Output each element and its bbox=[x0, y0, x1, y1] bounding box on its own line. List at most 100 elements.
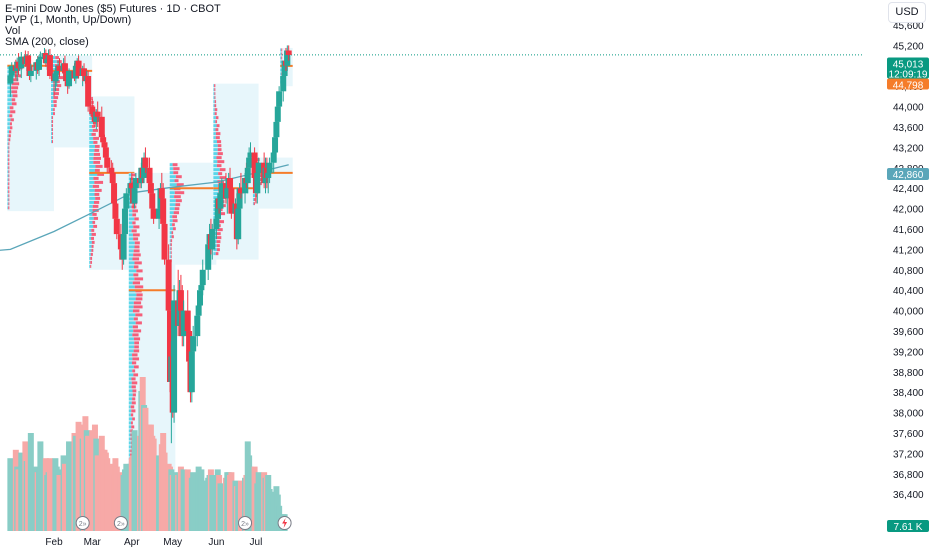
candle[interactable] bbox=[121, 203, 128, 240]
profile-bar-down bbox=[219, 168, 226, 172]
candle[interactable] bbox=[27, 63, 34, 83]
profile-bar-down bbox=[9, 126, 13, 130]
candle[interactable] bbox=[61, 55, 68, 76]
profile-bar-down bbox=[132, 369, 136, 373]
profile-bar-down bbox=[12, 94, 18, 98]
profile-bar-down bbox=[215, 136, 220, 140]
plot-area[interactable] bbox=[0, 45, 864, 531]
profile-bar-down bbox=[217, 212, 226, 216]
profile-bar-down bbox=[8, 174, 10, 178]
profile-bar-up bbox=[128, 409, 132, 413]
profile-bar-down bbox=[132, 209, 138, 213]
currency-button[interactable]: USD bbox=[888, 2, 926, 23]
candle[interactable] bbox=[132, 172, 139, 194]
candle[interactable] bbox=[228, 178, 235, 219]
candle[interactable] bbox=[218, 178, 225, 204]
candle[interactable] bbox=[171, 285, 178, 423]
lightning-icon[interactable] bbox=[277, 516, 292, 530]
profile-bar-up bbox=[89, 204, 93, 208]
candle[interactable] bbox=[75, 55, 82, 79]
candle[interactable] bbox=[98, 106, 105, 143]
candle[interactable] bbox=[142, 147, 149, 173]
candle[interactable] bbox=[188, 346, 195, 403]
candle[interactable] bbox=[160, 183, 167, 229]
profile-bar-down bbox=[8, 170, 10, 174]
profile-bar-down bbox=[218, 172, 223, 176]
indicator-sma[interactable]: SMA (200, close) bbox=[5, 36, 89, 48]
candle[interactable] bbox=[276, 86, 283, 117]
candle[interactable] bbox=[285, 45, 292, 61]
candle[interactable] bbox=[180, 300, 187, 347]
candle[interactable] bbox=[161, 203, 168, 265]
indicator-vol[interactable]: Vol bbox=[5, 25, 21, 37]
profile-bar-up bbox=[89, 160, 94, 164]
profile-bar-up bbox=[169, 163, 173, 167]
candle[interactable] bbox=[56, 58, 63, 78]
profile-bar-down bbox=[171, 235, 174, 239]
candle[interactable] bbox=[150, 193, 157, 224]
price-tick-label: 37,200 bbox=[893, 449, 924, 460]
dividend-icon[interactable]: 2» bbox=[75, 516, 90, 530]
candle[interactable] bbox=[266, 157, 273, 184]
profile-bar-down bbox=[133, 305, 143, 309]
candle[interactable] bbox=[111, 172, 118, 209]
candle[interactable] bbox=[113, 208, 120, 240]
volume-bar bbox=[85, 435, 92, 531]
candle[interactable] bbox=[104, 152, 111, 173]
time-tick-label: Apr bbox=[124, 537, 140, 548]
profile-bar-up bbox=[213, 160, 218, 164]
candle[interactable] bbox=[255, 157, 262, 184]
dividend-icon[interactable]: 2» bbox=[113, 516, 128, 530]
profile-bar-down bbox=[56, 76, 64, 80]
profile-bar-down bbox=[216, 124, 220, 128]
candle[interactable] bbox=[94, 101, 101, 128]
profile-bar-down bbox=[133, 249, 140, 253]
volume-bar bbox=[190, 472, 197, 531]
profile-bar-down bbox=[131, 377, 136, 381]
candle[interactable] bbox=[46, 48, 53, 80]
profile-bar-down bbox=[132, 309, 140, 313]
profile-bar-down bbox=[9, 130, 12, 134]
candle[interactable] bbox=[209, 223, 216, 260]
candle[interactable] bbox=[224, 183, 231, 214]
profile-bar-up bbox=[7, 118, 11, 122]
candle[interactable] bbox=[247, 142, 254, 168]
candle[interactable] bbox=[254, 167, 261, 204]
candle[interactable] bbox=[18, 52, 25, 79]
candle[interactable] bbox=[120, 229, 127, 265]
symbol-title[interactable]: E-mini Dow Jones ($5) Futures · 1D · CBO… bbox=[5, 3, 221, 15]
time-axis[interactable]: Feb Mar Apr May Jun Jul bbox=[45, 537, 262, 548]
time-tick-label: Jul bbox=[250, 537, 263, 548]
profile-bar-down bbox=[8, 182, 10, 186]
candle[interactable] bbox=[66, 68, 73, 89]
profile-bar-up bbox=[169, 191, 175, 195]
candle[interactable] bbox=[177, 274, 184, 316]
profile-bar-up bbox=[128, 261, 135, 265]
indicator-pvp[interactable]: PVP (1, Month, Up/Down) bbox=[5, 14, 132, 26]
profile-bar-up bbox=[280, 56, 282, 60]
candle[interactable] bbox=[37, 51, 44, 66]
candle[interactable] bbox=[190, 325, 197, 362]
profile-bar-up bbox=[89, 208, 93, 212]
profile-bar-up bbox=[213, 228, 218, 232]
profile-bar-down bbox=[53, 104, 57, 108]
candle[interactable] bbox=[284, 45, 291, 71]
profile-bar-up bbox=[128, 217, 135, 221]
price-axis[interactable]: 45,60045,20044,80044,40044,00043,60043,2… bbox=[864, 0, 932, 550]
volume-bar bbox=[56, 475, 63, 531]
candle[interactable] bbox=[272, 132, 279, 163]
profile-bar-up bbox=[7, 170, 9, 174]
candle[interactable] bbox=[199, 259, 206, 296]
candle[interactable] bbox=[8, 62, 15, 81]
profile-bar-down bbox=[175, 175, 182, 179]
candle[interactable] bbox=[235, 203, 242, 245]
candle[interactable] bbox=[165, 244, 172, 316]
candle[interactable] bbox=[85, 70, 92, 112]
candle[interactable] bbox=[237, 172, 244, 199]
candle[interactable] bbox=[123, 188, 130, 219]
candle[interactable] bbox=[194, 310, 201, 347]
profile-bar-down bbox=[8, 150, 10, 154]
dividend-icon[interactable]: 2» bbox=[238, 516, 253, 530]
price-tick-label: 38,000 bbox=[893, 409, 924, 420]
